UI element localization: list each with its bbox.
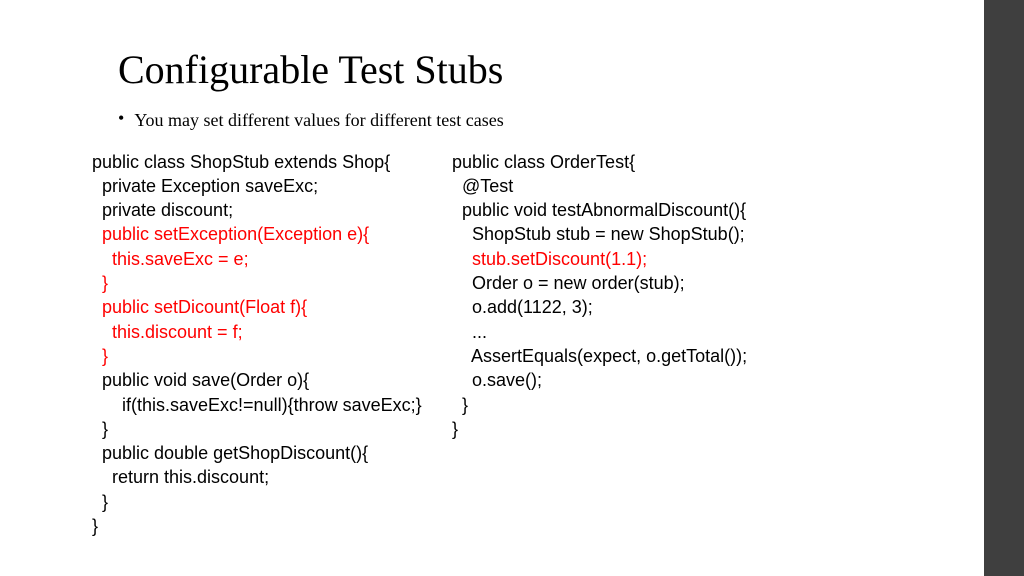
slide-title: Configurable Test Stubs bbox=[118, 48, 952, 92]
code-columns: public class ShopStub extends Shop{ priv… bbox=[92, 150, 952, 539]
code-line: public void testAbnormalDiscount(){ bbox=[452, 200, 746, 220]
code-line: } bbox=[452, 395, 468, 415]
code-line: public double getShopDiscount(){ bbox=[92, 443, 368, 463]
code-line: ... bbox=[452, 322, 487, 342]
code-line: private discount; bbox=[92, 200, 233, 220]
code-line: public void save(Order o){ bbox=[92, 370, 309, 390]
slide: Configurable Test Stubs • You may set di… bbox=[0, 0, 1024, 576]
code-line: } bbox=[452, 419, 458, 439]
code-line-highlight: this.saveExc = e; bbox=[92, 249, 249, 269]
code-line-highlight: public setDicount(Float f){ bbox=[92, 297, 307, 317]
left-code-block: public class ShopStub extends Shop{ priv… bbox=[92, 150, 452, 539]
right-code-block: public class OrderTest{ @Test public voi… bbox=[452, 150, 812, 539]
code-line: o.add(1122, 3); bbox=[452, 297, 593, 317]
code-line: o.save(); bbox=[452, 370, 542, 390]
code-line: return this.discount; bbox=[92, 467, 269, 487]
code-line: } bbox=[92, 492, 108, 512]
code-line-highlight: this.discount = f; bbox=[92, 322, 243, 342]
code-line: } bbox=[92, 419, 108, 439]
code-line-highlight: } bbox=[92, 346, 108, 366]
code-line: public class ShopStub extends Shop{ bbox=[92, 152, 390, 172]
code-line: if(this.saveExc!=null){throw saveExc;} bbox=[92, 395, 422, 415]
slide-content: Configurable Test Stubs • You may set di… bbox=[0, 0, 984, 576]
code-line-highlight: public setException(Exception e){ bbox=[92, 224, 369, 244]
code-line-highlight: stub.setDiscount(1.1); bbox=[452, 249, 647, 269]
bullet-text: You may set different values for differe… bbox=[134, 110, 503, 132]
code-line: AssertEquals(expect, o.getTotal()); bbox=[452, 346, 747, 366]
code-line-highlight: } bbox=[92, 273, 108, 293]
code-line: @Test bbox=[452, 176, 513, 196]
code-line: private Exception saveExc; bbox=[92, 176, 318, 196]
code-line: public class OrderTest{ bbox=[452, 152, 635, 172]
code-line: } bbox=[92, 516, 98, 536]
right-decor-rail bbox=[984, 0, 1024, 576]
code-line: ShopStub stub = new ShopStub(); bbox=[452, 224, 745, 244]
bullet-dot-icon: • bbox=[118, 108, 124, 129]
code-line: Order o = new order(stub); bbox=[452, 273, 685, 293]
bullet-item: • You may set different values for diffe… bbox=[118, 110, 952, 132]
